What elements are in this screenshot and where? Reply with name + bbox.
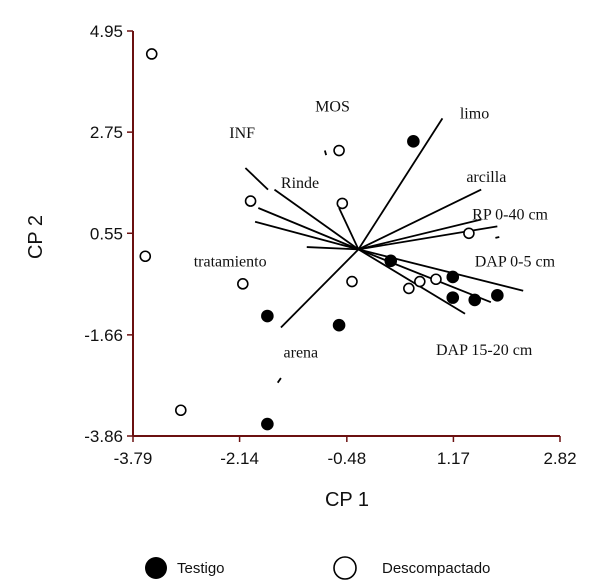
legend-label-descompactado: Descompactado [382, 560, 490, 577]
var-label-tratamiento: tratamiento [194, 253, 267, 270]
y-axis-label: CP 2 [25, 215, 47, 259]
vector-dap-15-20-cm [357, 248, 466, 315]
testigo-point [446, 270, 460, 284]
descompactado-point [414, 275, 426, 288]
vector-unlabeled [358, 248, 492, 304]
descompactado-point [237, 278, 249, 290]
x-tick-label: -0.48 [327, 449, 366, 468]
descompactado-point [333, 144, 345, 157]
testigo-point [332, 318, 346, 332]
y-tick-label: -1.66 [84, 326, 123, 345]
vector-unlabeled [276, 377, 282, 384]
y-tick-label: 0.55 [90, 224, 123, 243]
vector-limo [357, 117, 444, 250]
vector-rinde [273, 188, 359, 251]
var-label-arena: arena [284, 344, 319, 361]
testigo-point [491, 289, 504, 302]
legend-marker-descompactado [333, 556, 357, 580]
var-label-rinde: Rinde [281, 175, 319, 192]
vector-dap-0-5-cm [358, 248, 524, 292]
x-tick-label: 1.17 [437, 449, 470, 468]
descompactado-point [175, 404, 187, 417]
legend-label-testigo: Testigo [177, 560, 225, 577]
vector-mos [323, 150, 328, 156]
var-label-arcilla: arcilla [466, 169, 506, 186]
vector-unlabeled [257, 207, 359, 251]
x-tick-label: 2.82 [543, 449, 576, 468]
x-axis-label: CP 1 [325, 489, 369, 511]
vector-tratamiento [306, 246, 359, 251]
axis-ticks: -3.79 -2.14 -0.48 1.17 2.82 4.95 2.75 0.55 -1.66… [84, 22, 576, 468]
descompactado-point [463, 227, 475, 240]
y-tick-label: 2.75 [90, 123, 123, 142]
descompactado-point [336, 197, 349, 210]
legend-marker-testigo [145, 557, 167, 579]
vector-unlabeled [254, 220, 359, 251]
testigo-point [407, 135, 420, 148]
var-label-limo: limo [460, 105, 489, 122]
observation-points [139, 48, 504, 431]
y-tick-label: 4.95 [90, 22, 123, 41]
loading-vectors [244, 117, 524, 384]
var-label-dap-0-5-cm: DAP 0-5 cm [475, 253, 556, 270]
descompactado-point [430, 273, 442, 286]
testigo-point [384, 254, 398, 268]
vector-inf [244, 167, 269, 191]
vector-unlabeled [338, 207, 360, 250]
descompactado-point [403, 282, 415, 295]
descompactado-point [244, 195, 257, 207]
var-label-rp-0-40-cm: RP 0-40 cm [472, 206, 548, 223]
descompactado-point [346, 275, 358, 288]
descompactado-point [139, 250, 152, 263]
x-tick-label: -3.79 [114, 449, 153, 468]
vector-unlabeled [495, 236, 500, 239]
descompactado-point [145, 48, 158, 60]
y-tick-label: -3.86 [84, 427, 123, 446]
variable-labels: MOS INF limo Rinde arcilla RP 0-40 cm tratamie… [194, 98, 556, 361]
var-label-dap-15-20-cm: DAP 15-20 cm [436, 342, 533, 359]
vector-rp-0-40-cm [358, 218, 482, 251]
legend: Testigo Descompactado [145, 556, 490, 580]
var-label-inf: INF [229, 125, 255, 142]
x-tick-label: -2.14 [220, 449, 259, 468]
testigo-point [446, 291, 460, 304]
vector-unlabeled [358, 225, 498, 251]
vector-arena [280, 248, 360, 329]
vector-arcilla [358, 188, 482, 251]
testigo-point [261, 417, 274, 431]
var-label-mos: MOS [315, 98, 350, 115]
testigo-point [468, 293, 482, 307]
testigo-point [261, 309, 274, 323]
